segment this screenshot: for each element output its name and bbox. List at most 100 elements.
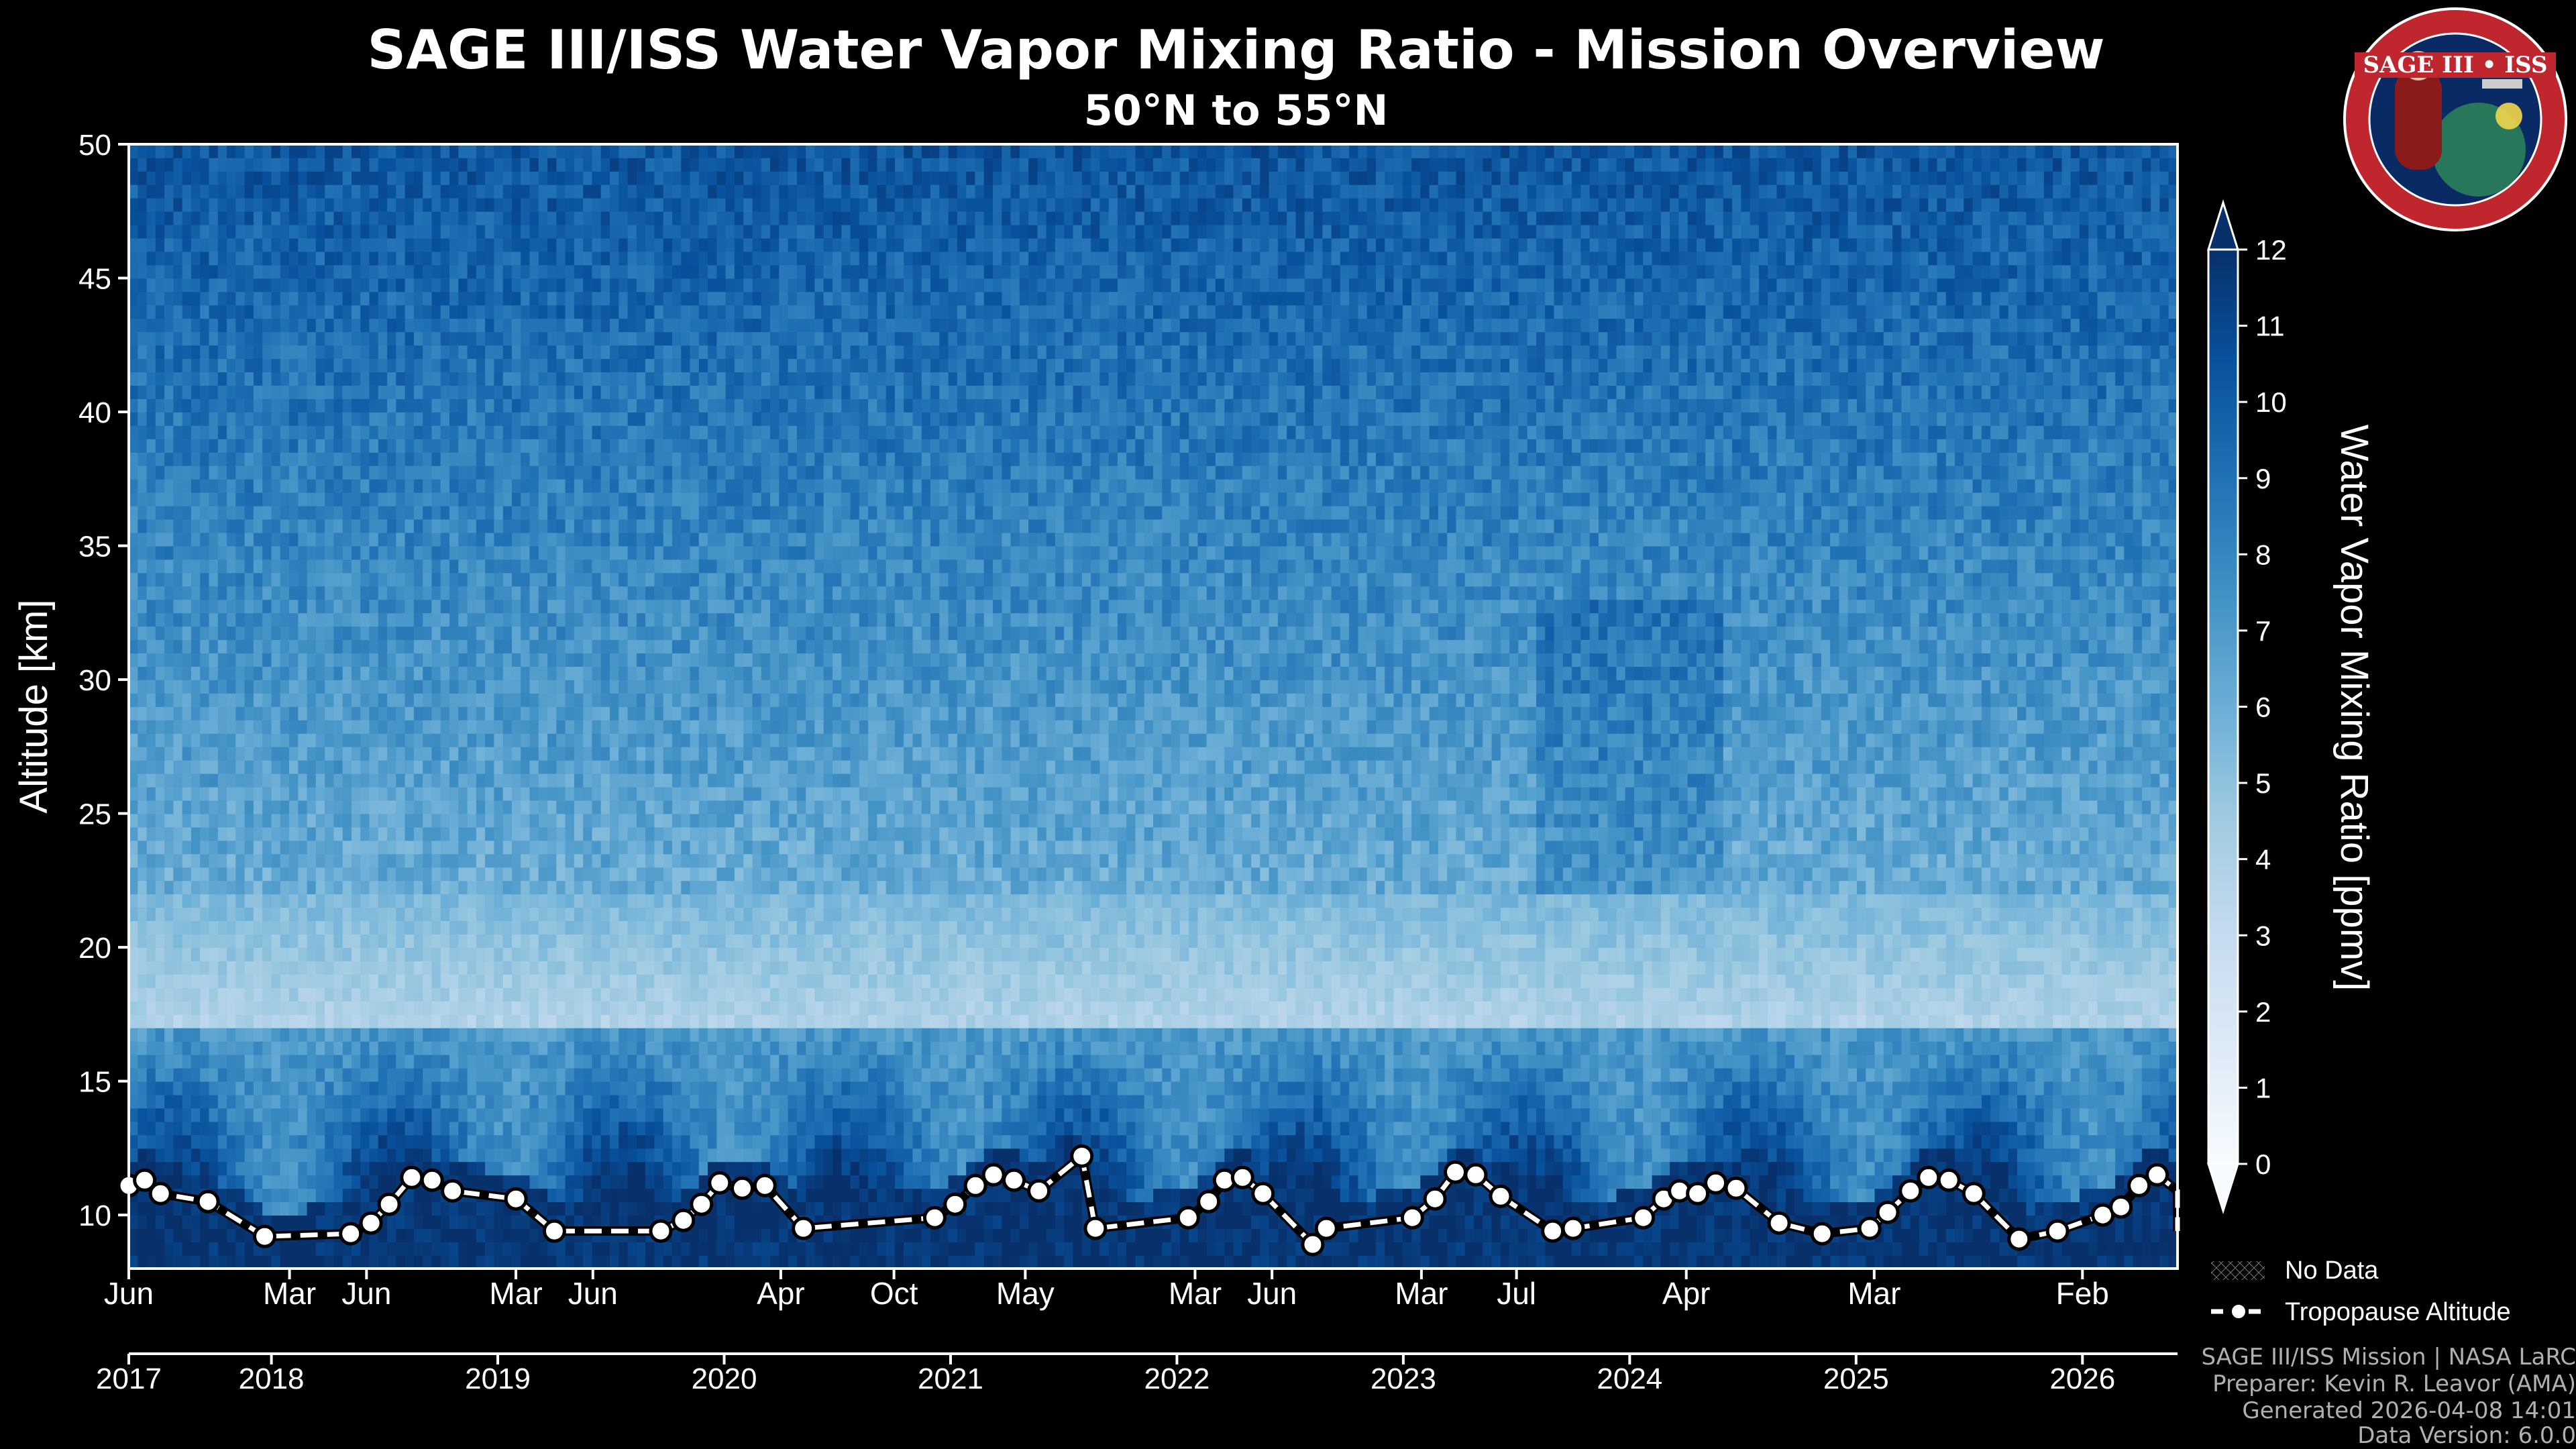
heatmap-cell <box>485 840 495 855</box>
heatmap-cell <box>200 1108 210 1122</box>
heatmap-cell <box>369 559 379 574</box>
heatmap-cell <box>138 612 148 627</box>
heatmap-cell <box>449 1040 460 1055</box>
heatmap-cell <box>360 505 370 520</box>
heatmap-cell <box>253 1121 263 1136</box>
heatmap-cell <box>636 894 646 908</box>
heatmap-cell <box>556 345 566 360</box>
heatmap-cell <box>440 1255 450 1269</box>
heatmap-cell <box>574 478 584 493</box>
heatmap-cell <box>467 1014 477 1028</box>
heatmap-cell <box>600 385 610 399</box>
heatmap-cell <box>592 759 602 774</box>
heatmap-cell <box>191 907 201 922</box>
heatmap-cell <box>521 291 531 306</box>
heatmap-cell <box>565 1014 575 1028</box>
heatmap-cell <box>583 1148 593 1163</box>
heatmap-cell <box>307 1040 317 1055</box>
heatmap-cell <box>538 1014 548 1028</box>
heatmap-cell <box>378 693 388 707</box>
heatmap-cell <box>423 759 433 774</box>
heatmap-cell <box>155 1040 165 1055</box>
heatmap-cell <box>645 907 655 922</box>
heatmap-cell <box>485 733 495 747</box>
heatmap-cell <box>209 170 219 185</box>
heatmap-cell <box>627 813 637 828</box>
heatmap-cell <box>458 1014 468 1028</box>
heatmap-cell <box>289 305 299 319</box>
heatmap-cell <box>440 505 450 520</box>
heatmap-cell <box>405 934 415 948</box>
heatmap-cell <box>217 786 227 801</box>
heatmap-cell <box>458 1040 468 1055</box>
heatmap-cell <box>253 345 263 360</box>
heatmap-cell <box>583 412 593 426</box>
heatmap-cell <box>200 505 210 520</box>
heatmap-cell <box>627 1121 637 1136</box>
heatmap-cell <box>164 1242 174 1256</box>
heatmap-cell <box>369 144 379 158</box>
heatmap-cell <box>138 746 148 761</box>
heatmap-cell <box>387 666 397 680</box>
heatmap-cell <box>485 345 495 360</box>
heatmap-cell <box>502 170 513 185</box>
heatmap-cell <box>529 1014 539 1028</box>
heatmap-cell <box>129 920 139 934</box>
heatmap-cell <box>574 853 584 868</box>
heatmap-cell <box>431 412 441 426</box>
heatmap-cell <box>200 318 210 333</box>
heatmap-cell <box>146 626 156 641</box>
heatmap-cell <box>387 853 397 868</box>
heatmap-cell <box>271 880 281 895</box>
heatmap-cell <box>129 759 139 774</box>
heatmap-cell <box>333 826 343 841</box>
heatmap-cell <box>431 158 441 172</box>
heatmap-cell <box>209 947 219 961</box>
heatmap-cell <box>155 706 165 720</box>
heatmap-cell <box>556 680 566 694</box>
heatmap-cell <box>298 612 308 627</box>
heatmap-cell <box>129 465 139 480</box>
heatmap-cell <box>583 599 593 614</box>
heatmap-cell <box>262 1094 272 1109</box>
heatmap-cell <box>502 385 513 399</box>
heatmap-cell <box>502 880 513 895</box>
heatmap-cell <box>627 532 637 547</box>
heatmap-cell <box>387 237 397 252</box>
heatmap-cell <box>253 947 263 961</box>
heatmap-cell <box>467 492 477 506</box>
heatmap-cell <box>155 465 165 480</box>
heatmap-cell <box>289 813 299 828</box>
heatmap-cell <box>325 947 335 961</box>
heatmap-cell <box>325 398 335 413</box>
heatmap-cell <box>458 920 468 934</box>
heatmap-cell <box>262 264 272 279</box>
heatmap-cell <box>423 505 433 520</box>
heatmap-cell <box>521 465 531 480</box>
heatmap-cell <box>164 158 174 172</box>
heatmap-cell <box>164 653 174 667</box>
heatmap-cell <box>200 934 210 948</box>
heatmap-cell <box>512 1094 522 1109</box>
heatmap-cell <box>315 559 325 574</box>
heatmap-cell <box>619 1040 629 1055</box>
heatmap-cell <box>574 451 584 466</box>
heatmap-cell <box>298 358 308 372</box>
heatmap-cell <box>352 626 362 641</box>
heatmap-cell <box>369 492 379 506</box>
heatmap-cell <box>173 934 183 948</box>
heatmap-cell <box>155 184 165 199</box>
heatmap-cell <box>556 545 566 560</box>
heatmap-cell <box>610 680 620 694</box>
heatmap-cell <box>502 666 513 680</box>
heatmap-cell <box>458 693 468 707</box>
heatmap-cell <box>592 237 602 252</box>
heatmap-cell <box>494 1094 504 1109</box>
heatmap-cell <box>271 291 281 306</box>
heatmap-cell <box>574 505 584 520</box>
heatmap-cell <box>396 639 406 653</box>
heatmap-cell <box>217 170 227 185</box>
heatmap-cell <box>217 505 227 520</box>
heatmap-cell <box>280 184 290 199</box>
heatmap-cell <box>547 653 557 667</box>
